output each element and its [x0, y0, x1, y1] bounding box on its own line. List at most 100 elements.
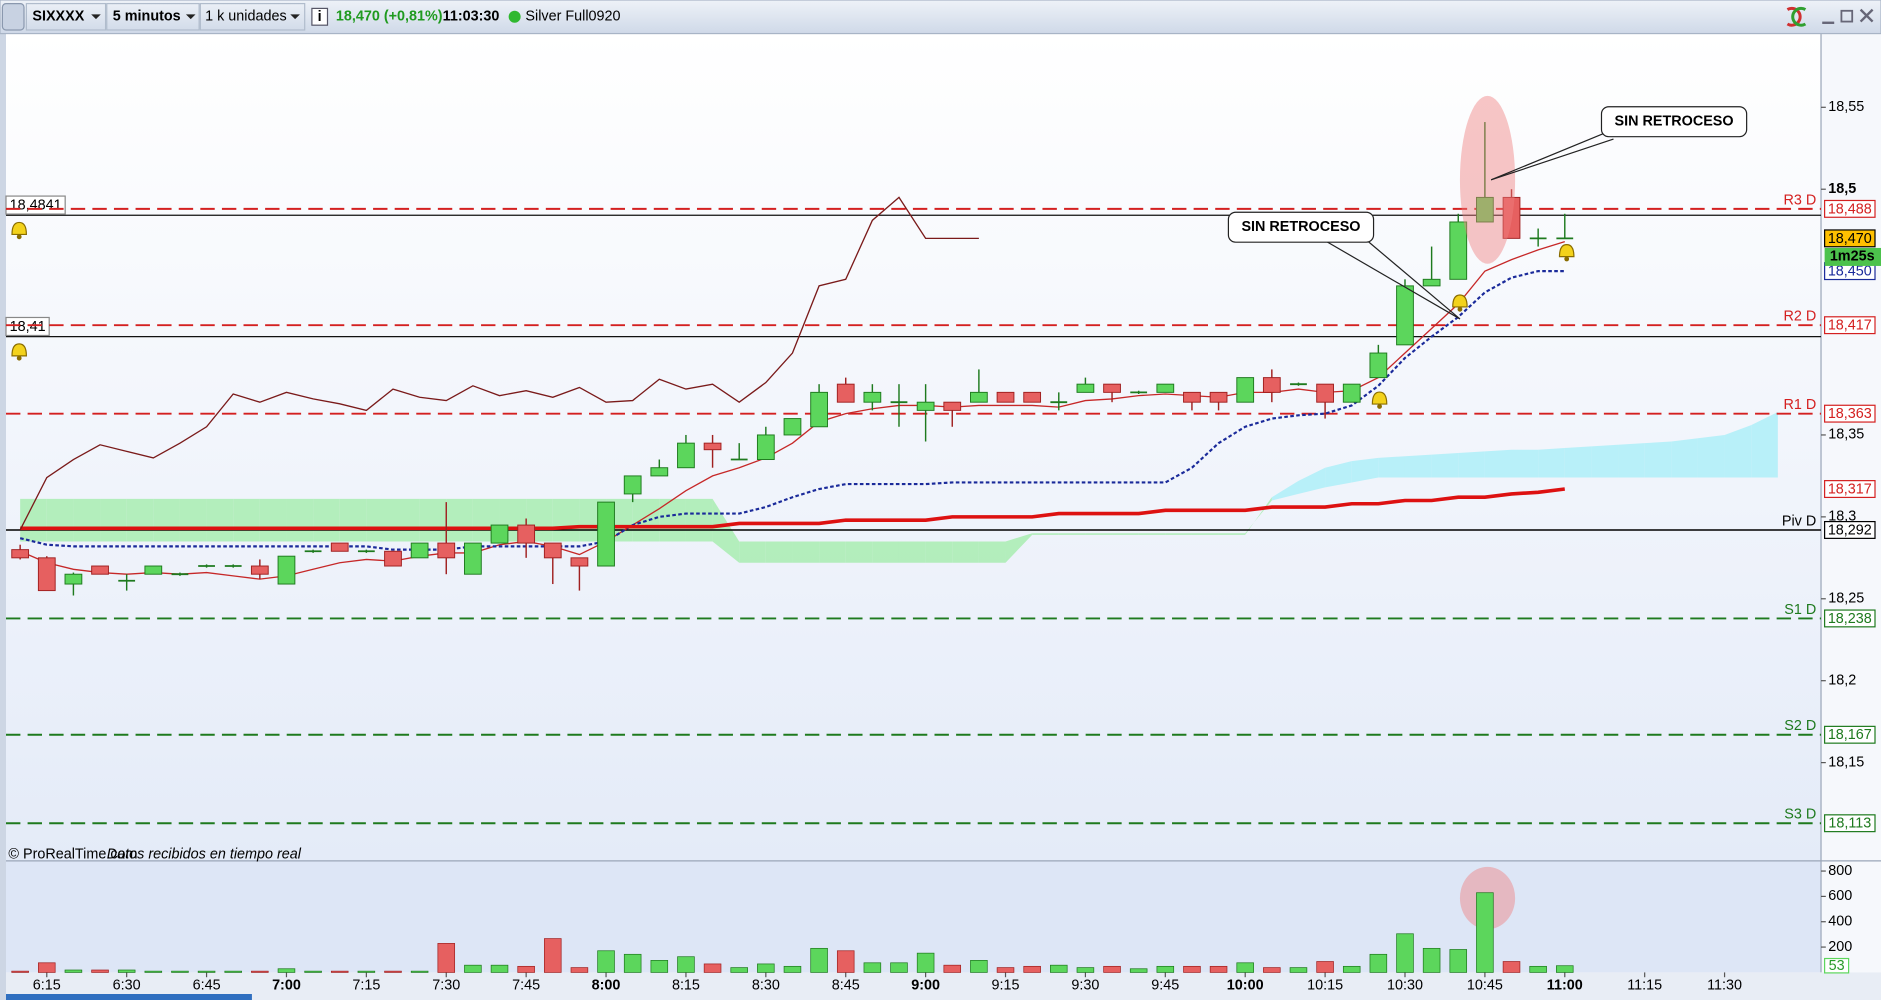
- volume-bar: [224, 970, 242, 973]
- x-tick-label: 9:30: [1071, 977, 1099, 993]
- volume-bar: [1209, 965, 1228, 973]
- indicator-line: [19, 270, 1565, 551]
- bell-clapper: [1564, 256, 1570, 262]
- y-tick-label: 18,55: [1828, 99, 1864, 115]
- cloud-segment: [898, 541, 926, 563]
- volume-bar: [304, 970, 322, 973]
- candle-body: [1342, 383, 1361, 403]
- candle-body: [517, 524, 536, 544]
- x-tick-label: 11:00: [1547, 977, 1583, 993]
- marker-label: 18,41: [10, 319, 46, 335]
- bell-shape: [1452, 294, 1468, 308]
- volume-tick-label: 200: [1828, 939, 1852, 955]
- cloud-segment: [206, 498, 234, 542]
- cloud-segment: [1005, 533, 1033, 563]
- plot: 18,15 18,2 18,25 18,3 18,35 18,5 18,55 18,4841 1…: [5, 95, 1881, 993]
- price-tag-label: 18,317: [1828, 481, 1872, 497]
- units: 1 k unidades: [205, 9, 287, 25]
- candle-body: [1103, 383, 1121, 393]
- volume-bar: [570, 967, 589, 973]
- candle-body: [1396, 285, 1414, 346]
- candle-body: [11, 549, 30, 559]
- level-tag-label: 18,113: [1828, 816, 1871, 832]
- cloud-segment: [1511, 449, 1539, 478]
- cloud-segment: [1697, 434, 1725, 478]
- candle-body: [1183, 391, 1201, 403]
- marker-label-box: [5, 316, 50, 337]
- volume-bar: [996, 967, 1015, 973]
- toolbar-grip[interactable]: [1, 2, 25, 31]
- x-tick-label: 7:15: [352, 977, 380, 993]
- time-axis-panel: [0, 972, 1881, 1000]
- volume-bar: [1369, 953, 1388, 973]
- volume-bar: [1342, 965, 1361, 973]
- callout-line: [1490, 138, 1614, 181]
- price-tag-label: 18,470: [1828, 231, 1872, 247]
- level-tag-label: 18,417: [1828, 318, 1872, 334]
- candle-body: [250, 565, 269, 575]
- cloud-segment: [845, 541, 873, 563]
- status-dot: [508, 10, 521, 23]
- volume-panel: [5, 860, 1822, 973]
- cloud-segment: [765, 541, 793, 563]
- callout-text: SIN RETROCESO: [1615, 114, 1734, 130]
- level-name: S2 D: [1784, 718, 1816, 734]
- volume-bar: [757, 963, 775, 973]
- candle-body: [384, 550, 402, 567]
- interval-selector[interactable]: 5 minutos: [106, 2, 200, 31]
- candle-body: [410, 542, 429, 559]
- volume-bar: [1183, 965, 1201, 973]
- candle-body: [836, 383, 855, 403]
- info-glyph: i: [318, 9, 322, 25]
- volume-bar: [517, 965, 535, 973]
- close-button[interactable]: [1859, 8, 1874, 23]
- volume-bar: [1050, 964, 1068, 973]
- candle-body: [810, 391, 828, 428]
- candle-body: [1502, 196, 1521, 239]
- bell-shape: [11, 343, 27, 357]
- candle-body: [37, 557, 56, 592]
- level-tag: [1824, 814, 1876, 833]
- x-tick-label: 11:15: [1627, 977, 1662, 993]
- quote-time: 11:03:30: [443, 9, 500, 25]
- info-icon[interactable]: [311, 7, 329, 26]
- cloud-segment: [1058, 533, 1086, 535]
- restore-button[interactable]: [1840, 9, 1854, 23]
- x-tick-label: 6:15: [33, 977, 61, 993]
- indicator-line: [20, 487, 1566, 531]
- candle-body: [1262, 377, 1281, 393]
- x-tick-label: 10:00: [1227, 977, 1264, 993]
- volume-bar: [890, 962, 908, 973]
- volume-bar: [970, 960, 988, 973]
- volume-bar: [597, 950, 615, 973]
- refresh-icon[interactable]: [1786, 6, 1802, 27]
- price-panel: [5, 33, 1822, 861]
- scrollbar[interactable]: [0, 994, 252, 1000]
- volume-bar: [1556, 965, 1574, 973]
- volume-bar: [1129, 968, 1148, 973]
- level-name: S3 D: [1784, 807, 1816, 823]
- x-tick-label: 9:15: [992, 977, 1020, 993]
- candle-body: [1316, 383, 1334, 403]
- alert-bell: [11, 221, 27, 240]
- volume-tick-label: 800: [1828, 863, 1852, 879]
- candle-body: [570, 557, 589, 567]
- cloud-segment: [126, 498, 154, 542]
- units-selector[interactable]: 1 k unidades: [199, 2, 306, 31]
- dropdown-arrow: [185, 14, 196, 20]
- candle-body: [1156, 383, 1175, 393]
- cloud-segment: [366, 498, 393, 542]
- candle-body: [464, 542, 482, 575]
- bell-shape: [1558, 244, 1575, 258]
- cloud-segment: [46, 498, 74, 542]
- volume-bar: [1529, 965, 1547, 973]
- dropdown-arrow: [290, 14, 300, 20]
- volume-bar: [38, 962, 56, 973]
- volume-bar: [117, 969, 136, 973]
- x-tick-label: 8:30: [752, 977, 780, 993]
- y-tick-label: 18,2: [1828, 672, 1856, 688]
- x-tick-label: 7:00: [272, 977, 301, 993]
- volume-tag: [1824, 957, 1850, 974]
- refresh-icon[interactable]: [1791, 6, 1807, 27]
- symbol-selector[interactable]: SIXXXX: [25, 2, 107, 31]
